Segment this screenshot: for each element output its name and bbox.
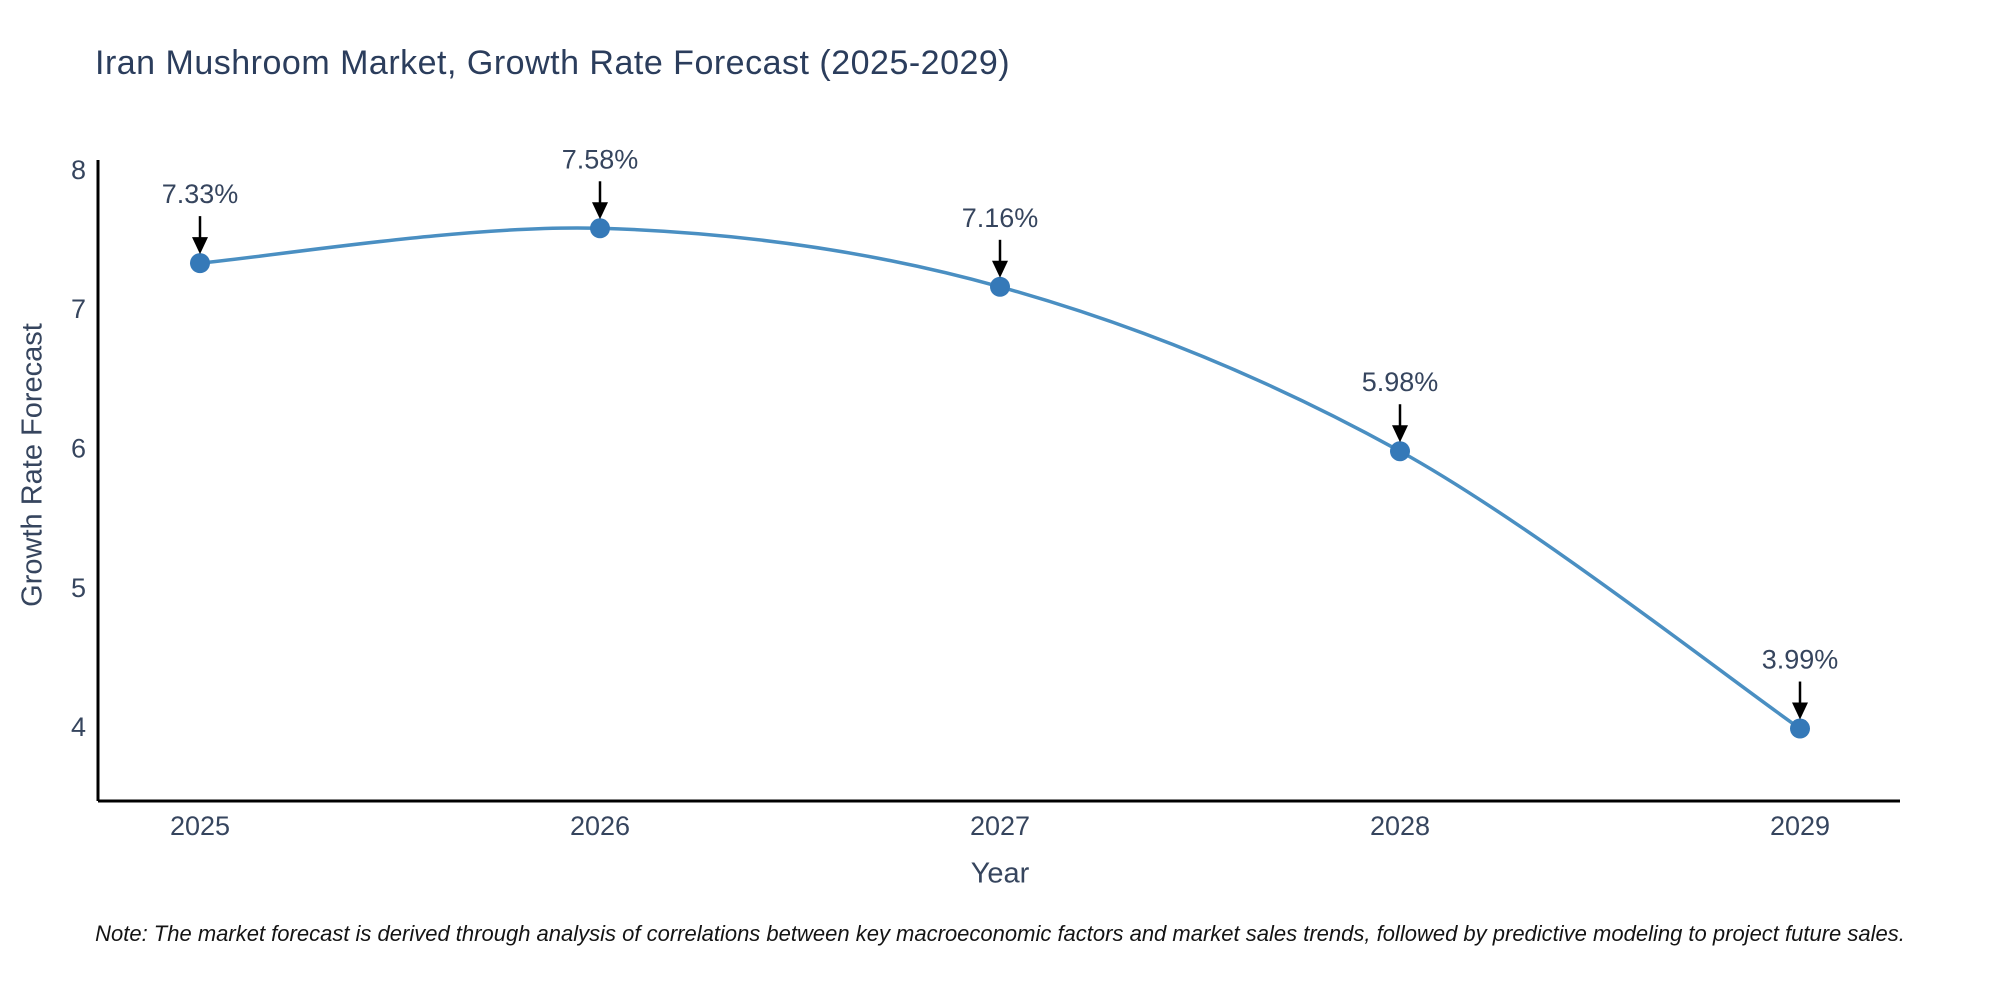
point-label: 7.33%: [162, 179, 239, 209]
x-axis-title: Year: [970, 857, 1030, 890]
data-point: [1790, 718, 1810, 739]
point-label: 3.99%: [1762, 645, 1839, 675]
x-tick-label: 2025: [170, 811, 230, 841]
annotation-arrowhead: [592, 202, 608, 220]
annotation-arrowhead: [1792, 702, 1808, 720]
x-tick-label: 2028: [1370, 811, 1430, 841]
trend-line: [198, 226, 1802, 731]
data-point: [590, 218, 610, 239]
point-label: 7.16%: [962, 203, 1039, 233]
y-tick-label: 5: [71, 573, 86, 603]
y-tick-label: 8: [71, 155, 86, 185]
annotation-arrowhead: [192, 237, 208, 255]
chart-title: Iran Mushroom Market, Growth Rate Foreca…: [95, 44, 1011, 82]
y-tick-label: 7: [71, 294, 86, 324]
y-tick-label: 4: [71, 712, 86, 742]
x-tick-label: 2027: [970, 811, 1030, 841]
footnote: Note: The market forecast is derived thr…: [95, 921, 1905, 946]
point-label: 5.98%: [1362, 367, 1439, 397]
data-point: [1390, 441, 1410, 462]
x-tick-label: 2026: [570, 811, 630, 841]
data-point: [990, 276, 1010, 297]
annotation-arrowhead: [1392, 425, 1408, 443]
x-tick-label: 2029: [1770, 811, 1830, 841]
y-tick-label: 6: [71, 433, 86, 463]
point-label: 7.58%: [562, 144, 639, 174]
data-point: [190, 253, 210, 274]
annotation-arrowhead: [992, 260, 1008, 278]
